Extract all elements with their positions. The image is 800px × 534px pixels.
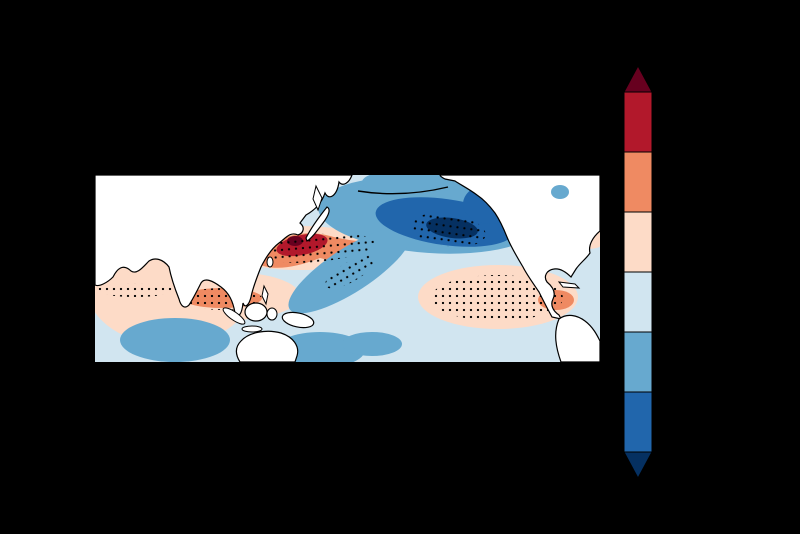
map-area — [95, 175, 600, 362]
colorbar-segment-1 — [623, 91, 653, 153]
land-philippines — [261, 284, 269, 306]
colorbar-segment-4 — [623, 271, 653, 333]
land-sumatra — [222, 307, 246, 325]
colorbar-segment-6 — [623, 391, 653, 453]
land-south-america — [555, 314, 600, 362]
colorbar-segment-5 — [623, 331, 653, 393]
region-south-indian-ocean — [120, 318, 230, 362]
land-sakhalin — [312, 184, 323, 212]
stipple-central-north-pacific — [410, 213, 486, 247]
colorbar-segment-3 — [623, 211, 653, 273]
land-sulawesi — [266, 307, 278, 321]
land-new-guinea — [281, 311, 315, 329]
land-japan — [305, 206, 330, 242]
land-cuba — [557, 281, 581, 289]
land-java — [241, 325, 263, 333]
stipple-east-tropical-pacific — [431, 275, 563, 321]
colorbar — [623, 64, 653, 480]
stipple-cool-arm — [325, 255, 375, 289]
colorbar-arrow-top — [623, 64, 653, 93]
colorbar-arrow-bottom — [623, 451, 653, 480]
stipple-kuroshio — [255, 233, 375, 263]
land-taiwan — [266, 256, 274, 268]
land-borneo — [244, 302, 268, 322]
region-south-pacific-cool-2 — [342, 332, 402, 356]
colorbar-segment-2 — [623, 151, 653, 213]
land-australia — [235, 330, 299, 362]
coastline-aleutians — [357, 186, 449, 195]
land-north-america — [439, 175, 600, 320]
region-hudson-bay — [551, 185, 569, 199]
stipple-indian-ocean — [97, 283, 173, 297]
region-bering-sea — [362, 175, 458, 195]
